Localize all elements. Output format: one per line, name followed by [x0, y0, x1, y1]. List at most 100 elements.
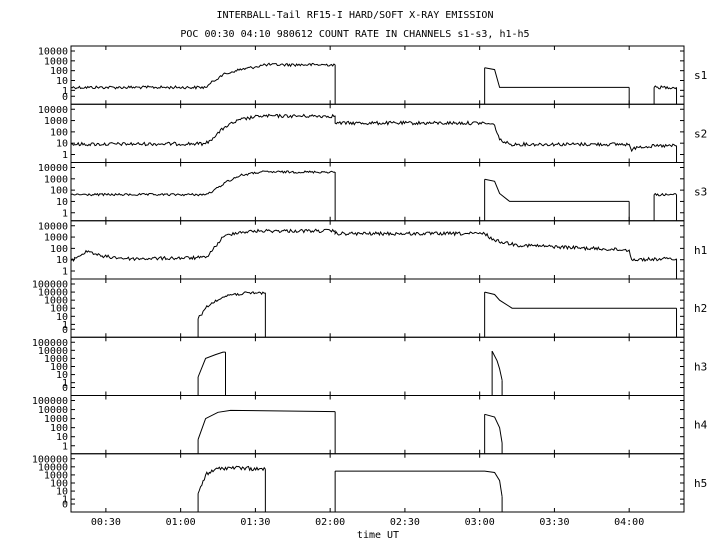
x-tick-label: 02:30 [390, 517, 420, 528]
y-tick-label: 100000 [32, 338, 68, 349]
y-tick-label: 10000 [38, 163, 68, 174]
y-tick-label: 1 [62, 150, 68, 161]
chart-title: INTERBALL-Tail RF15-I HARD/SOFT X-RAY EM… [217, 10, 494, 21]
series-trace [197, 409, 336, 440]
y-tick-label: 100000 [32, 396, 68, 407]
y-tick-label: 1 [62, 208, 68, 219]
y-tick-label: 10 [56, 76, 68, 87]
series-trace [484, 413, 503, 444]
series-trace [70, 62, 336, 90]
y-tick-label: 10 [56, 432, 68, 443]
y-tick-label: 1000 [44, 116, 68, 127]
y-tick-label: 1000 [44, 470, 68, 481]
panel-label: h3 [694, 360, 707, 373]
y-tick-label: 1 [62, 86, 68, 97]
panel-label: s3 [694, 186, 707, 199]
x-tick-label: 03:00 [465, 517, 495, 528]
y-tick-label: 10000 [38, 47, 68, 58]
x-axis-label: time UT [357, 530, 399, 541]
series-trace [70, 113, 677, 153]
y-tick-label: 1000 [44, 354, 68, 365]
y-tick-label: 1 [62, 320, 68, 331]
panel-frame [70, 162, 685, 222]
y-tick-label: 10 [56, 139, 68, 150]
y-tick-label: 100 [50, 423, 68, 434]
y-tick-label: 1 [62, 267, 68, 278]
series-trace [484, 291, 677, 309]
series-trace [70, 170, 336, 197]
y-tick-label: 10 [56, 487, 68, 498]
y-tick-label: 0 [62, 325, 68, 336]
y-tick-label: 1000 [44, 296, 68, 307]
y-tick-label: 100 [50, 362, 68, 373]
series-trace [197, 291, 266, 319]
y-tick-label: 0 [62, 383, 68, 394]
chart-subtitle: POC 00:30 04:10 980612 COUNT RATE IN CHA… [180, 29, 529, 40]
panel-frame [70, 45, 685, 105]
y-tick-label: 10 [56, 312, 68, 323]
y-tick-label: 10000 [38, 405, 68, 416]
series-trace [484, 178, 630, 202]
series-trace [197, 351, 226, 378]
panel-label: s2 [694, 127, 707, 140]
x-tick-label: 04:00 [614, 517, 644, 528]
y-tick-label: 1000 [44, 414, 68, 425]
y-tick-label: 10000 [38, 221, 68, 232]
panel-label: h5 [694, 477, 707, 490]
series-trace [491, 350, 503, 381]
series-trace [335, 470, 503, 497]
x-tick-label: 03:30 [539, 517, 569, 528]
y-tick-label: 0 [62, 92, 68, 103]
y-tick-label: 1 [62, 378, 68, 389]
x-tick-label: 01:00 [166, 517, 196, 528]
y-tick-label: 100 [50, 127, 68, 138]
panel-frame [70, 453, 685, 513]
y-tick-label: 100 [50, 186, 68, 197]
panel-frame [70, 336, 685, 396]
x-tick-label: 00:30 [91, 517, 121, 528]
series-trace [484, 67, 630, 88]
y-tick-label: 1000 [44, 174, 68, 185]
y-tick-label: 0 [62, 500, 68, 511]
y-tick-label: 100000 [32, 454, 68, 465]
y-tick-label: 1 [62, 441, 68, 452]
y-tick-label: 10 [56, 197, 68, 208]
y-tick-label: 1 [62, 495, 68, 506]
y-tick-label: 10000 [38, 462, 68, 473]
x-tick-label: 01:30 [240, 517, 270, 528]
y-tick-label: 100 [50, 244, 68, 255]
y-tick-label: 1000 [44, 56, 68, 67]
y-tick-label: 100 [50, 66, 68, 77]
panel-label: h4 [694, 419, 708, 432]
series-trace [653, 192, 677, 197]
y-tick-label: 10000 [38, 288, 68, 299]
y-tick-label: 10 [56, 255, 68, 266]
y-tick-label: 100000 [32, 280, 68, 291]
panel-frame [70, 220, 685, 280]
series-trace [197, 465, 266, 494]
y-tick-label: 10000 [38, 346, 68, 357]
panel-frame [70, 395, 685, 455]
x-tick-label: 02:00 [315, 517, 345, 528]
y-tick-label: 1000 [44, 233, 68, 244]
panel-label: h1 [694, 244, 707, 257]
panel-label: h2 [694, 302, 707, 315]
y-tick-label: 10000 [38, 105, 68, 116]
panel-label: s1 [694, 69, 707, 82]
y-tick-label: 100 [50, 304, 68, 315]
y-tick-label: 10 [56, 370, 68, 381]
panel-frame [70, 103, 685, 163]
series-trace [70, 228, 677, 263]
series-trace [653, 85, 677, 90]
y-tick-label: 100 [50, 478, 68, 489]
